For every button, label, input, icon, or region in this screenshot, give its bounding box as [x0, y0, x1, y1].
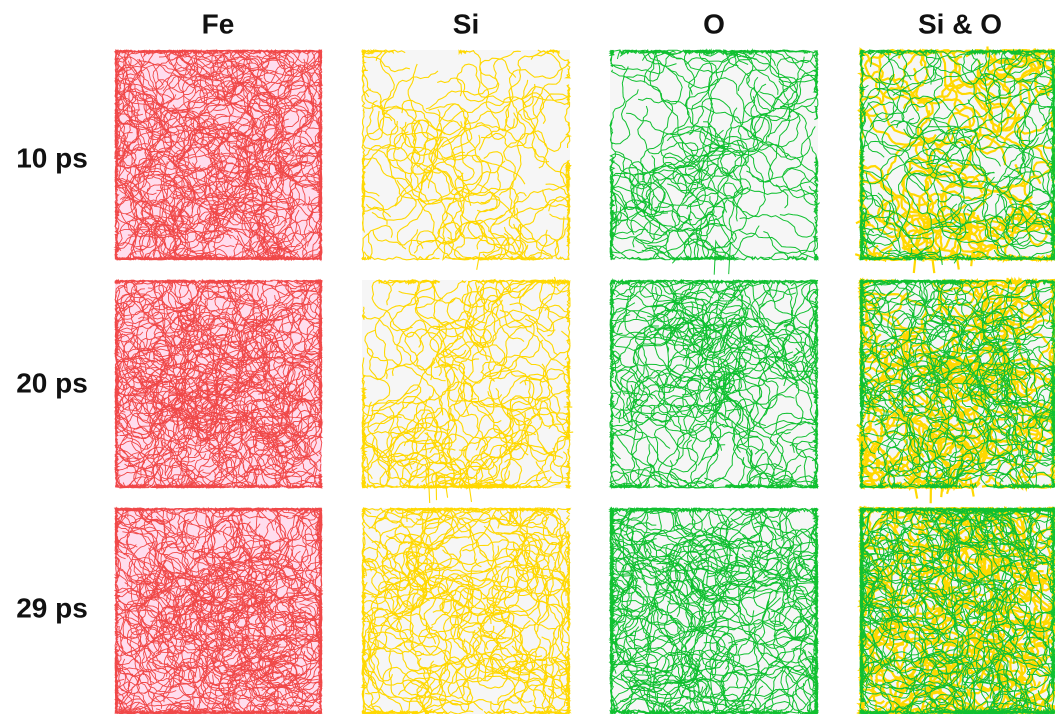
column-header: Si & O — [918, 8, 1002, 39]
figure: Fe Si O Si & O 10 ps 20 ps 29 ps — [0, 0, 1055, 714]
row-label: 10 ps — [16, 142, 88, 173]
column-header: Si — [453, 8, 479, 39]
row-label: 29 ps — [16, 592, 88, 623]
panels — [115, 47, 1055, 714]
column-header: O — [703, 8, 725, 39]
column-header: Fe — [202, 8, 235, 39]
row-label: 20 ps — [16, 367, 88, 398]
